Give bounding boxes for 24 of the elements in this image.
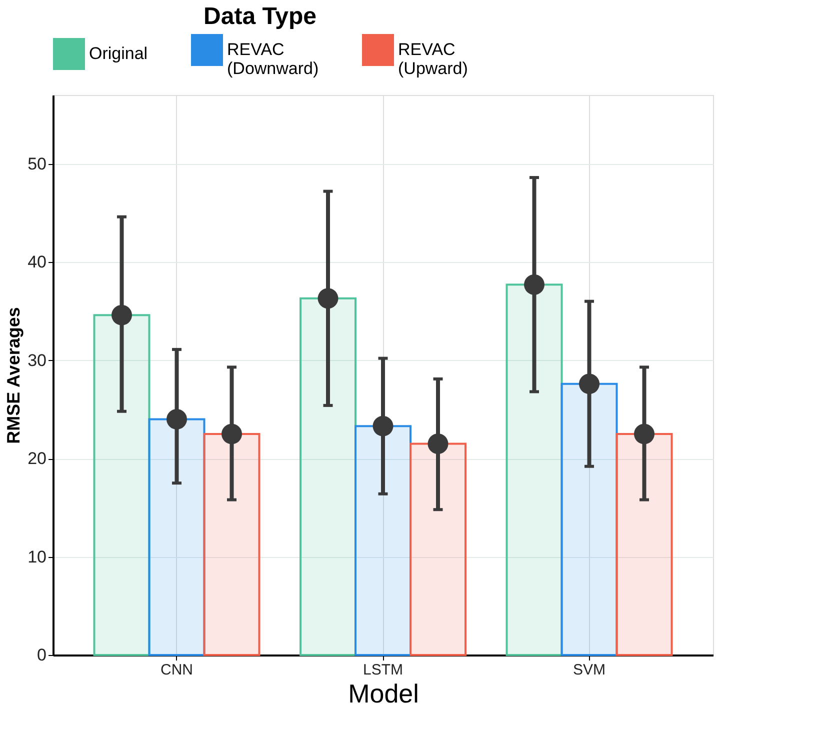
bar [506,284,563,656]
x-tick-label: LSTM [362,662,404,678]
x-axis-title: Model [348,678,419,708]
legend-label: Original [89,44,148,63]
y-tick-label: 0 [37,646,46,664]
bar [354,425,412,656]
y-axis-title: RMSE Averages [4,307,24,444]
y-tick-label: 10 [28,547,46,566]
bar [148,418,206,656]
bar [93,314,150,656]
legend-title: Data Type [204,3,316,30]
x-tick-label: CNN [160,662,193,678]
bar [203,432,260,656]
bar [616,432,673,656]
y-tick-label: 30 [28,350,46,370]
y-tick-label: 40 [28,252,46,272]
bar [410,442,466,656]
y-tick-label: 50 [28,154,46,174]
bar [560,382,618,656]
legend-label: REVAC (Downward) [227,40,319,78]
x-tick-label: SVM [572,662,606,678]
y-tick-label: 20 [28,449,46,468]
bar [300,297,356,656]
legend-label: REVAC (Upward) [398,40,468,78]
